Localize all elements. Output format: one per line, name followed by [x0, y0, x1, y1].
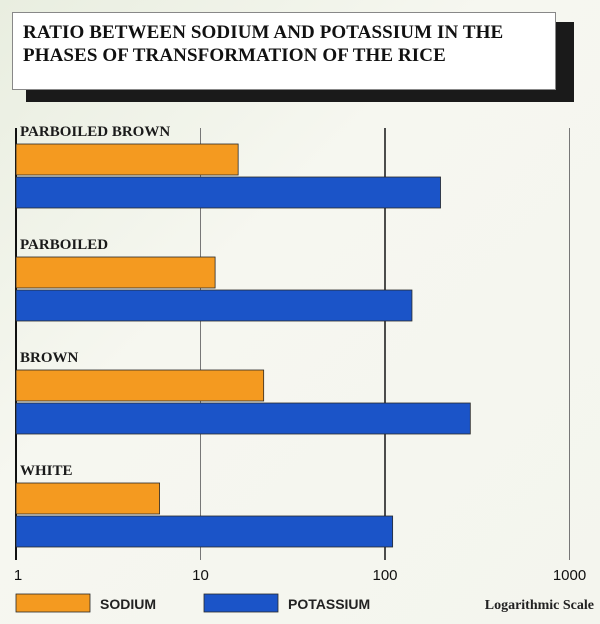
tick-label: 1000: [553, 567, 586, 584]
title-box: RATIO BETWEEN SODIUM AND POTASSIUM IN TH…: [12, 12, 556, 90]
category-label: PARBOILED BROWN: [20, 124, 170, 140]
legend-label-potassium: POTASSIUM: [288, 596, 370, 612]
bar-sodium-parboiled: [15, 256, 216, 289]
bar-potassium-white: [15, 515, 394, 548]
bar-potassium-brown: [15, 402, 471, 435]
bar-potassium-parboiled-brown: [15, 176, 441, 209]
category-label: BROWN: [20, 350, 79, 366]
scale-note: Logarithmic Scale: [485, 598, 594, 613]
bar-sodium-white: [15, 482, 160, 515]
bar-potassium-parboiled: [15, 289, 413, 322]
chart-title: RATIO BETWEEN SODIUM AND POTASSIUM IN TH…: [23, 22, 504, 66]
bar-sodium-brown: [15, 369, 265, 402]
bars: [15, 143, 471, 548]
tick-label: 10: [192, 567, 209, 584]
tick-labels: 1 10 100 1000: [14, 567, 586, 584]
bar-sodium-parboiled-brown: [15, 143, 239, 176]
legend-label-sodium: SODIUM: [100, 596, 156, 612]
category-labels: PARBOILED BROWN PARBOILED BROWN WHITE: [20, 124, 170, 479]
tick-label: 1: [14, 567, 22, 584]
category-label: PARBOILED: [20, 237, 108, 253]
category-label: WHITE: [20, 463, 73, 479]
tick-label: 100: [372, 567, 397, 584]
legend: SODIUM POTASSIUM Logarithmic Scale: [15, 593, 594, 613]
legend-swatch-sodium: [15, 593, 91, 613]
legend-swatch-potassium: [203, 593, 279, 613]
